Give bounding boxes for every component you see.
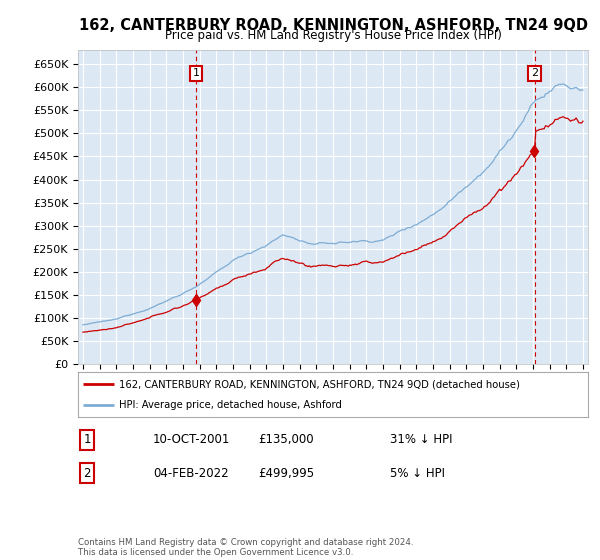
Text: 31% ↓ HPI: 31% ↓ HPI — [390, 433, 452, 446]
Text: 5% ↓ HPI: 5% ↓ HPI — [390, 466, 445, 480]
Text: Contains HM Land Registry data © Crown copyright and database right 2024.
This d: Contains HM Land Registry data © Crown c… — [78, 538, 413, 557]
Text: 04-FEB-2022: 04-FEB-2022 — [153, 466, 229, 480]
Text: 162, CANTERBURY ROAD, KENNINGTON, ASHFORD, TN24 9QD (detached house): 162, CANTERBURY ROAD, KENNINGTON, ASHFOR… — [119, 380, 520, 390]
Text: 2: 2 — [531, 68, 538, 78]
Text: 2: 2 — [83, 466, 91, 480]
Text: 1: 1 — [193, 68, 199, 78]
Text: £499,995: £499,995 — [258, 466, 314, 480]
Text: 10-OCT-2001: 10-OCT-2001 — [153, 433, 230, 446]
Text: 1: 1 — [83, 433, 91, 446]
Text: £135,000: £135,000 — [258, 433, 314, 446]
Text: 162, CANTERBURY ROAD, KENNINGTON, ASHFORD, TN24 9QD: 162, CANTERBURY ROAD, KENNINGTON, ASHFOR… — [79, 18, 587, 32]
Text: Price paid vs. HM Land Registry's House Price Index (HPI): Price paid vs. HM Land Registry's House … — [164, 29, 502, 42]
Text: HPI: Average price, detached house, Ashford: HPI: Average price, detached house, Ashf… — [119, 400, 341, 410]
